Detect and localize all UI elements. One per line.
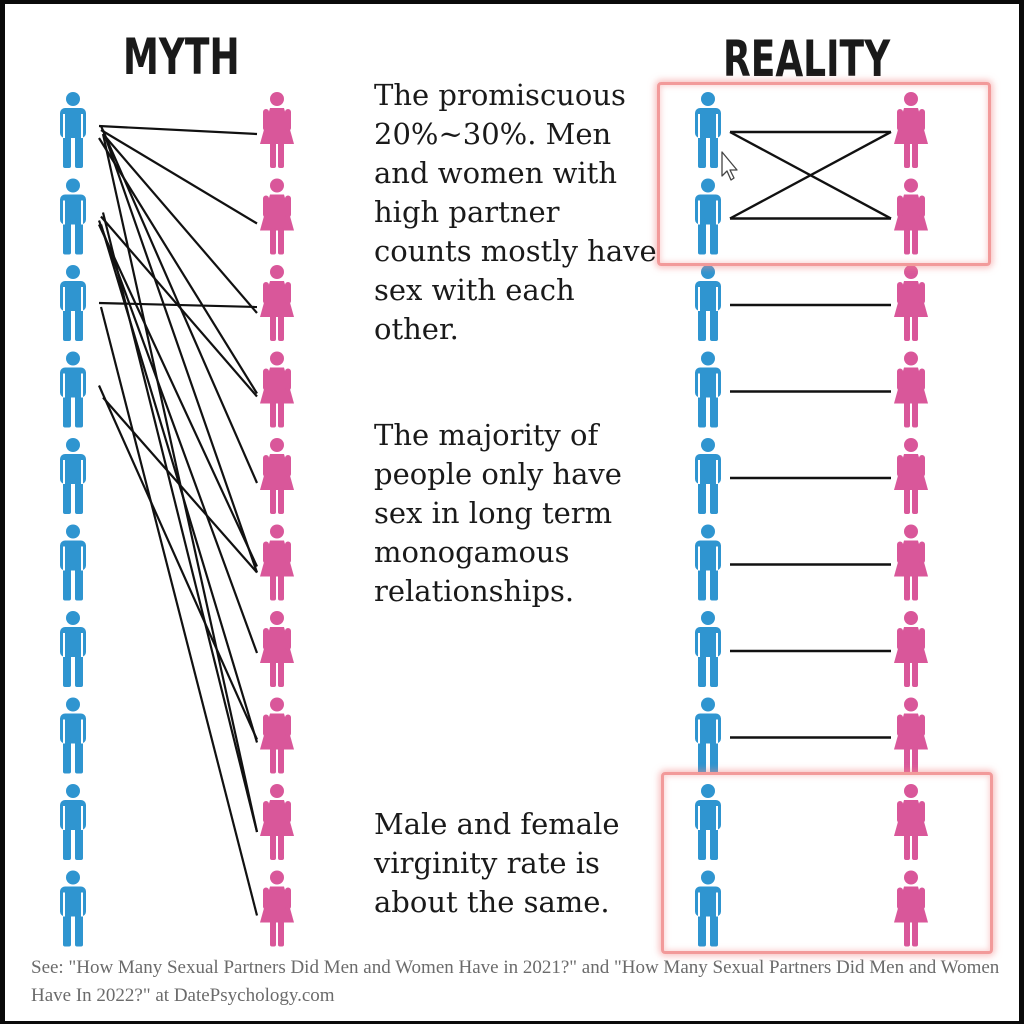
myth-link-line — [101, 212, 259, 833]
myth-link-line — [100, 129, 258, 225]
myth-male-person-icon — [60, 870, 86, 947]
myth-male-person-icon — [60, 92, 86, 168]
source-note: See: "How Many Sexual Partners Did Men a… — [31, 957, 1000, 1006]
reality-male-person-icon — [695, 784, 721, 860]
reality-female-person-icon — [894, 178, 928, 255]
myth-male-person-icon — [60, 611, 86, 687]
reality-female-person-icon — [894, 524, 928, 601]
myth-link-line — [98, 124, 258, 136]
myth-link-line — [98, 224, 258, 567]
myth-female-person-icon — [260, 265, 294, 341]
reality-male-person-icon — [695, 524, 721, 601]
myth-male-person-icon — [60, 784, 86, 860]
partner-network-diagram — [60, 92, 928, 947]
reality-female-person-icon — [894, 784, 928, 860]
myth-male-person-icon — [60, 265, 86, 341]
myth-connection-lines — [97, 124, 259, 916]
reality-female-person-icon — [894, 438, 928, 514]
myth-male-person-icon — [60, 351, 86, 428]
myth-link-line — [101, 133, 259, 833]
reality-male-person-icon — [695, 265, 721, 341]
myth-link-line — [102, 133, 258, 314]
promiscuous-caption: The promiscuous 20%~30%. Men and women w… — [374, 78, 657, 346]
myth-female-person-icon — [260, 178, 294, 255]
infographic-panel: MYTH REALITY The promiscuous 20%~30%. Me… — [5, 4, 1019, 1021]
myth-male-person-icon — [60, 438, 86, 514]
reality-male-person-icon — [695, 92, 721, 168]
myth-female-person-icon — [260, 438, 294, 514]
reality-female-person-icon — [894, 92, 928, 168]
reality-male-person-icon — [695, 697, 721, 774]
myth-male-person-icon — [60, 178, 86, 255]
virgin-highlight-box — [661, 772, 993, 954]
myth-male-person-icon — [60, 697, 86, 774]
reality-connection-lines — [729, 130, 892, 739]
reality-male-person-icon — [695, 870, 721, 947]
promiscuous-highlight-box — [657, 82, 991, 266]
myth-female-person-icon — [260, 611, 294, 687]
myth-female-person-icon — [260, 92, 294, 168]
reality-male-person-icon — [695, 611, 721, 687]
reality-heading: REALITY — [723, 30, 891, 88]
myth-female-person-icon — [260, 524, 294, 601]
myth-link-line — [101, 129, 259, 573]
monogamous-caption: The majority of people only have sex in … — [374, 418, 622, 608]
myth-female-person-icon — [260, 870, 294, 947]
reality-female-person-icon — [894, 351, 928, 428]
reality-link-line — [729, 130, 892, 220]
myth-link-line — [97, 385, 259, 740]
reality-male-person-icon — [695, 351, 721, 428]
myth-male-person-icon — [60, 524, 86, 601]
reality-female-person-icon — [894, 870, 928, 947]
myth-heading: MYTH — [123, 28, 240, 86]
myth-link-line — [99, 306, 259, 916]
myth-link-line — [97, 220, 259, 654]
myth-female-person-icon — [260, 351, 294, 428]
virginity-caption: Male and female virginity rate is about … — [374, 807, 620, 919]
mouse-cursor-icon — [721, 151, 738, 181]
reality-male-person-icon — [695, 178, 721, 255]
myth-female-person-icon — [260, 784, 294, 860]
reality-female-person-icon — [894, 697, 928, 774]
reality-male-person-icon — [695, 438, 721, 514]
myth-female-person-icon — [260, 697, 294, 774]
reality-female-person-icon — [894, 611, 928, 687]
reality-female-person-icon — [894, 265, 928, 341]
